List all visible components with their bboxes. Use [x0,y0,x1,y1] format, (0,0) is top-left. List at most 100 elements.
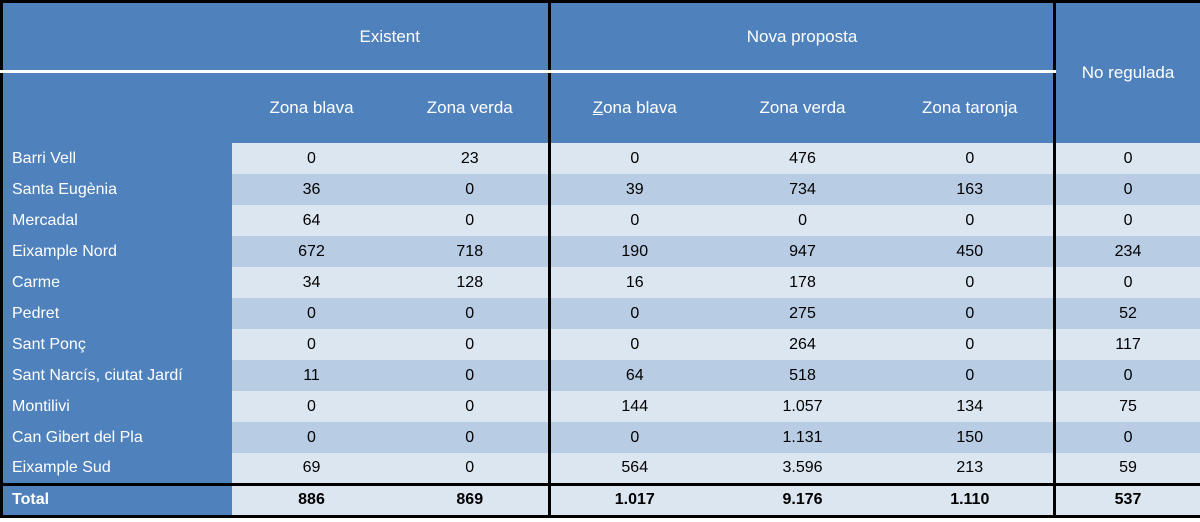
group-header-no-regulada: No regulada [1054,1,1200,143]
data-cell: 0 [1054,205,1200,236]
total-cell: 869 [391,482,552,516]
data-cell: 234 [1054,236,1200,267]
col-header-label: Zona blava [269,98,354,117]
data-cell: 275 [718,298,887,329]
total-cell: 1.110 [886,482,1057,516]
data-cell: 0 [886,205,1057,236]
data-cell: 117 [1054,329,1200,360]
data-cell: 0 [549,329,719,360]
col-header-zona-taronja: Zona taronja [886,71,1057,143]
data-cell: 59 [1054,453,1200,484]
col-header-zona-blava-nova: Zona blava [549,71,719,143]
data-cell: 734 [718,174,887,205]
data-cell: 450 [886,236,1057,267]
data-cell: 0 [886,143,1057,174]
data-cell: 0 [231,329,392,360]
data-cell: 0 [1054,267,1200,298]
data-cell: 0 [391,298,552,329]
data-cell: 672 [231,236,392,267]
data-cell: 0 [1054,174,1200,205]
data-cell: 134 [886,391,1057,422]
row-label: Pedret [1,298,232,329]
row-label: Can Gibert del Pla [1,422,232,453]
data-cell: 0 [886,329,1057,360]
data-cell: 11 [231,360,392,391]
data-cell: 190 [549,236,719,267]
table-row: Sant Narcís, ciutat Jardí 11 0 64 518 0 … [1,360,1200,391]
col-header-zona-verda-existent: Zona verda [391,71,552,143]
table-row: Barri Vell 0 23 0 476 0 0 [1,143,1200,174]
data-cell: 0 [549,205,719,236]
data-cell: 0 [718,205,887,236]
table-row: Sant Ponç 0 0 0 264 0 117 [1,329,1200,360]
col-header-label: ona blava [603,98,677,117]
table-row: Montilivi 0 0 144 1.057 134 75 [1,391,1200,422]
data-cell: 0 [391,453,552,484]
data-cell: 128 [391,267,552,298]
data-cell: 0 [549,298,719,329]
data-cell: 0 [391,205,552,236]
row-label: Mercadal [1,205,232,236]
data-cell: 564 [549,453,719,484]
group-header-nova-proposta: Nova proposta [549,1,1057,73]
header-group-row: Existent Nova proposta No regulada [1,1,1200,143]
col-header-label-underlined-part: Z [592,98,604,117]
data-cell: 0 [231,422,392,453]
total-cell: 9.176 [718,482,887,516]
data-cell: 3.596 [718,453,887,484]
header-columns-row: Zona blava Zona verda Zona blava Zona ve… [1,71,1200,143]
total-cell: 537 [1054,482,1200,516]
table-row: Pedret 0 0 0 275 0 52 [1,298,1200,329]
data-cell: 144 [549,391,719,422]
col-header-zona-blava-existent: Zona blava [231,71,392,143]
col-header-label: Zona taronja [922,98,1018,117]
table-row: Eixample Nord 672 718 190 947 450 234 [1,236,1200,267]
data-cell: 75 [1054,391,1200,422]
data-cell: 718 [391,236,552,267]
data-cell: 34 [231,267,392,298]
data-cell: 0 [886,298,1057,329]
data-cell: 150 [886,422,1057,453]
table-row: Eixample Sud 69 0 564 3.596 213 59 [1,453,1200,484]
data-cell: 0 [1054,143,1200,174]
data-cell: 0 [391,360,552,391]
data-cell: 0 [391,329,552,360]
data-cell: 264 [718,329,887,360]
col-header-label: Zona verda [759,98,846,117]
table-row: Mercadal 64 0 0 0 0 0 [1,205,1200,236]
row-label: Montilivi [1,391,232,422]
data-cell: 0 [1054,360,1200,391]
data-cell: 0 [391,391,552,422]
data-cell: 0 [549,143,719,174]
row-label: Sant Narcís, ciutat Jardí [1,360,232,391]
data-cell: 178 [718,267,887,298]
total-cell: 1.017 [549,482,719,516]
data-cell: 518 [718,360,887,391]
row-label: Barri Vell [1,143,232,174]
group-header-existent: Existent [231,1,552,73]
data-cell: 0 [231,298,392,329]
data-cell: 947 [718,236,887,267]
corner-cell [1,1,232,73]
data-cell: 39 [549,174,719,205]
data-cell: 1.131 [718,422,887,453]
total-cell: 886 [231,482,392,516]
row-label: Sant Ponç [1,329,232,360]
row-label: Santa Eugènia [1,174,232,205]
data-cell: 0 [1054,422,1200,453]
table-row: Can Gibert del Pla 0 0 0 1.131 150 0 [1,422,1200,453]
col-header-label: Zona verda [426,98,513,117]
data-cell: 16 [549,267,719,298]
data-cell: 213 [886,453,1057,484]
data-cell: 0 [886,360,1057,391]
row-label: Eixample Sud [1,453,232,484]
table-row: Carme 34 128 16 178 0 0 [1,267,1200,298]
data-cell: 163 [886,174,1057,205]
data-cell: 64 [549,360,719,391]
data-cell: 1.057 [718,391,887,422]
data-cell: 0 [886,267,1057,298]
data-cell: 69 [231,453,392,484]
data-cell: 0 [391,174,552,205]
